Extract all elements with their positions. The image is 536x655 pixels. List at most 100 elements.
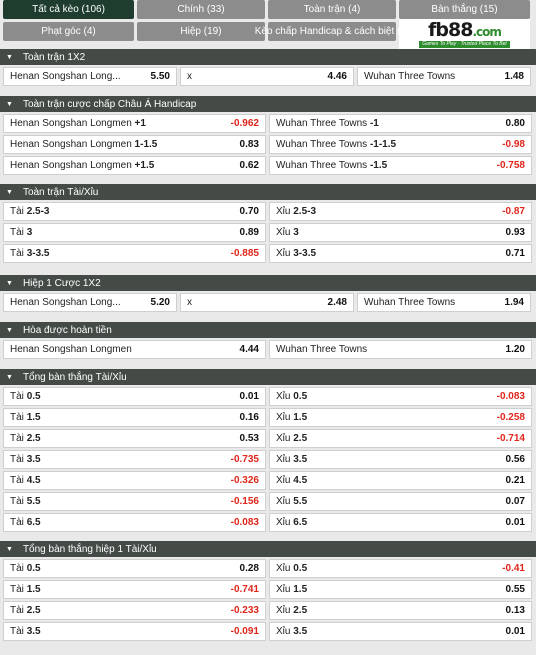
tab-goals[interactable]: Bàn thắng (15): [399, 0, 530, 19]
odds-cell[interactable]: Wuhan Three Towns 1.20: [269, 340, 532, 359]
odds-cell[interactable]: Wuhan Three Towns -1.5 -0.758: [269, 156, 532, 175]
selection-label: Wuhan Three Towns: [364, 71, 455, 82]
selection-label: Xỉu 4.5: [276, 475, 307, 486]
odds-cell[interactable]: Tài 3.5 -0.735: [3, 450, 266, 469]
selection-label: Tài 2.5-3: [10, 206, 49, 217]
selection-name: Tài: [10, 475, 24, 486]
tab-main[interactable]: Chính (33): [137, 0, 265, 19]
odds-value: 0.83: [239, 139, 259, 150]
selection-label: Wuhan Three Towns -1-1.5: [276, 139, 396, 150]
tab-halves[interactable]: Hiệp (19): [137, 22, 265, 41]
odds-cell[interactable]: Henan Songshan Longmen +1 -0.962: [3, 114, 266, 133]
odds-cell[interactable]: Tài 3 0.89: [3, 223, 266, 242]
odds-cell[interactable]: Xỉu 2.5 0.13: [269, 601, 532, 620]
odds-cell[interactable]: Wuhan Three Towns 1.48: [357, 67, 531, 86]
tab-handicap-margin[interactable]: Kèo chấp Handicap & cách biệt (3): [255, 22, 409, 41]
odds-cell[interactable]: x 2.48: [180, 293, 354, 312]
selection-label: Henan Songshan Long...: [10, 297, 121, 308]
odds-cell[interactable]: Xỉu 3 0.93: [269, 223, 532, 242]
section-header[interactable]: ▼ Tổng bàn thắng hiệp 1 Tài/Xỉu: [0, 541, 536, 557]
odds-cell[interactable]: Tài 5.5 -0.156: [3, 492, 266, 511]
odds-cell[interactable]: Wuhan Three Towns -1 0.80: [269, 114, 532, 133]
odds-cell[interactable]: Xỉu 1.5 0.55: [269, 580, 532, 599]
handicap-line: 3.5: [293, 626, 308, 637]
collapse-caret-icon[interactable]: ▼: [6, 279, 13, 287]
selection-label: Xỉu 0.5: [276, 563, 307, 574]
odds-value: -0.233: [230, 605, 259, 616]
odds-cell[interactable]: Tài 2.5-3 0.70: [3, 202, 266, 221]
odds-cell[interactable]: Tài 1.5 -0.741: [3, 580, 266, 599]
section-header[interactable]: ▼ Toàn trận 1X2: [0, 49, 536, 65]
odds-cell[interactable]: Henan Songshan Long... 5.50: [3, 67, 177, 86]
odds-cell[interactable]: Xỉu 6.5 0.01: [269, 513, 532, 532]
handicap-line: 3: [26, 227, 33, 238]
collapse-caret-icon[interactable]: ▼: [6, 100, 13, 108]
collapse-caret-icon[interactable]: ▼: [6, 326, 13, 334]
selection-name: Wuhan Three Towns: [276, 139, 368, 150]
odds-value: 0.28: [239, 563, 259, 574]
selection-name: Xỉu: [276, 391, 291, 402]
section-header[interactable]: ▼ Toàn trận Tài/Xỉu: [0, 184, 536, 200]
collapse-caret-icon[interactable]: ▼: [6, 53, 13, 61]
section-header[interactable]: ▼ Toàn trận cược chấp Châu Á Handicap: [0, 96, 536, 112]
odds-cell[interactable]: Wuhan Three Towns 1.94: [357, 293, 531, 312]
selection-name: Tài: [10, 584, 24, 595]
handicap-line: 3: [293, 227, 299, 238]
selection-label: Xỉu 1.5: [276, 412, 307, 423]
odds-cell[interactable]: Xỉu 1.5 -0.258: [269, 408, 532, 427]
odds-cell[interactable]: Henan Songshan Longmen 1-1.5 0.83: [3, 135, 266, 154]
selection-name: Xỉu: [276, 517, 291, 528]
odds-cell[interactable]: Tài 3-3.5 -0.885: [3, 244, 266, 263]
section-header[interactable]: ▼ Hòa được hoàn tiền: [0, 322, 536, 338]
handicap-line: 1.5: [26, 412, 41, 423]
selection-name: Tài: [10, 248, 24, 259]
odds-cell[interactable]: Tài 1.5 0.16: [3, 408, 266, 427]
section-header[interactable]: ▼ Tổng bàn thắng Tài/Xỉu: [0, 369, 536, 385]
selection-label: x: [187, 71, 192, 82]
selection-name: Tài: [10, 412, 24, 423]
odds-cell[interactable]: Xỉu 2.5-3 -0.87: [269, 202, 532, 221]
odds-value: 0.62: [239, 160, 259, 171]
tab-all[interactable]: Tất cả kèo (106): [3, 0, 134, 19]
collapse-caret-icon[interactable]: ▼: [6, 545, 13, 553]
odds-cell[interactable]: Xỉu 5.5 0.07: [269, 492, 532, 511]
odds-cell[interactable]: Xỉu 0.5 -0.083: [269, 387, 532, 406]
fb88-banner[interactable]: fb88.com Games To Play · Trusted Place T…: [399, 19, 530, 49]
odds-cell[interactable]: Henan Songshan Longmen +1.5 0.62: [3, 156, 266, 175]
collapse-caret-icon[interactable]: ▼: [6, 373, 13, 381]
odds-cell[interactable]: Tài 2.5 -0.233: [3, 601, 266, 620]
section-title: Hiệp 1 Cược 1X2: [22, 277, 101, 289]
tab-corners[interactable]: Phạt góc (4): [3, 22, 134, 41]
section-header[interactable]: ▼ Hiệp 1 Cược 1X2: [0, 275, 536, 291]
odds-cell[interactable]: Xỉu 0.5 -0.41: [269, 559, 532, 578]
odds-cell[interactable]: Tài 2.5 0.53: [3, 429, 266, 448]
odds-cell[interactable]: Tài 6.5 -0.083: [3, 513, 266, 532]
odds-cell[interactable]: Tài 0.5 0.01: [3, 387, 266, 406]
odds-value: -0.258: [496, 412, 525, 423]
odds-value: -0.083: [496, 391, 525, 402]
odds-cell[interactable]: Henan Songshan Longmen 4.44: [3, 340, 266, 359]
odds-cell[interactable]: Tài 0.5 0.28: [3, 559, 266, 578]
odds-cell[interactable]: Xỉu 3.5 0.56: [269, 450, 532, 469]
odds-cell[interactable]: Henan Songshan Long... 5.20: [3, 293, 177, 312]
selection-name: Xỉu: [276, 412, 291, 423]
tab-fulltime[interactable]: Toàn trận (4): [268, 0, 396, 19]
handicap-line: -1.5: [369, 160, 388, 171]
odds-cell[interactable]: Xỉu 3.5 0.01: [269, 622, 532, 641]
odds-value: 0.01: [239, 391, 259, 402]
odds-cell[interactable]: Tài 3.5 -0.091: [3, 622, 266, 641]
odds-value: 0.01: [505, 517, 525, 528]
odds-value: -0.87: [502, 206, 525, 217]
odds-cell[interactable]: Xỉu 2.5 -0.714: [269, 429, 532, 448]
odds-cell[interactable]: Wuhan Three Towns -1-1.5 -0.98: [269, 135, 532, 154]
handicap-line: 4.5: [26, 475, 41, 486]
collapse-caret-icon[interactable]: ▼: [6, 188, 13, 196]
odds-cell[interactable]: Tài 4.5 -0.326: [3, 471, 266, 490]
selection-name: Wuhan Three Towns: [364, 71, 456, 82]
odds-cell[interactable]: Xỉu 3-3.5 0.71: [269, 244, 532, 263]
odds-cell[interactable]: x 4.46: [180, 67, 354, 86]
odds-cell[interactable]: Xỉu 4.5 0.21: [269, 471, 532, 490]
selection-name: x: [187, 71, 192, 82]
selection-label: Xỉu 3: [276, 227, 299, 238]
selection-label: Tài 3: [10, 227, 32, 238]
